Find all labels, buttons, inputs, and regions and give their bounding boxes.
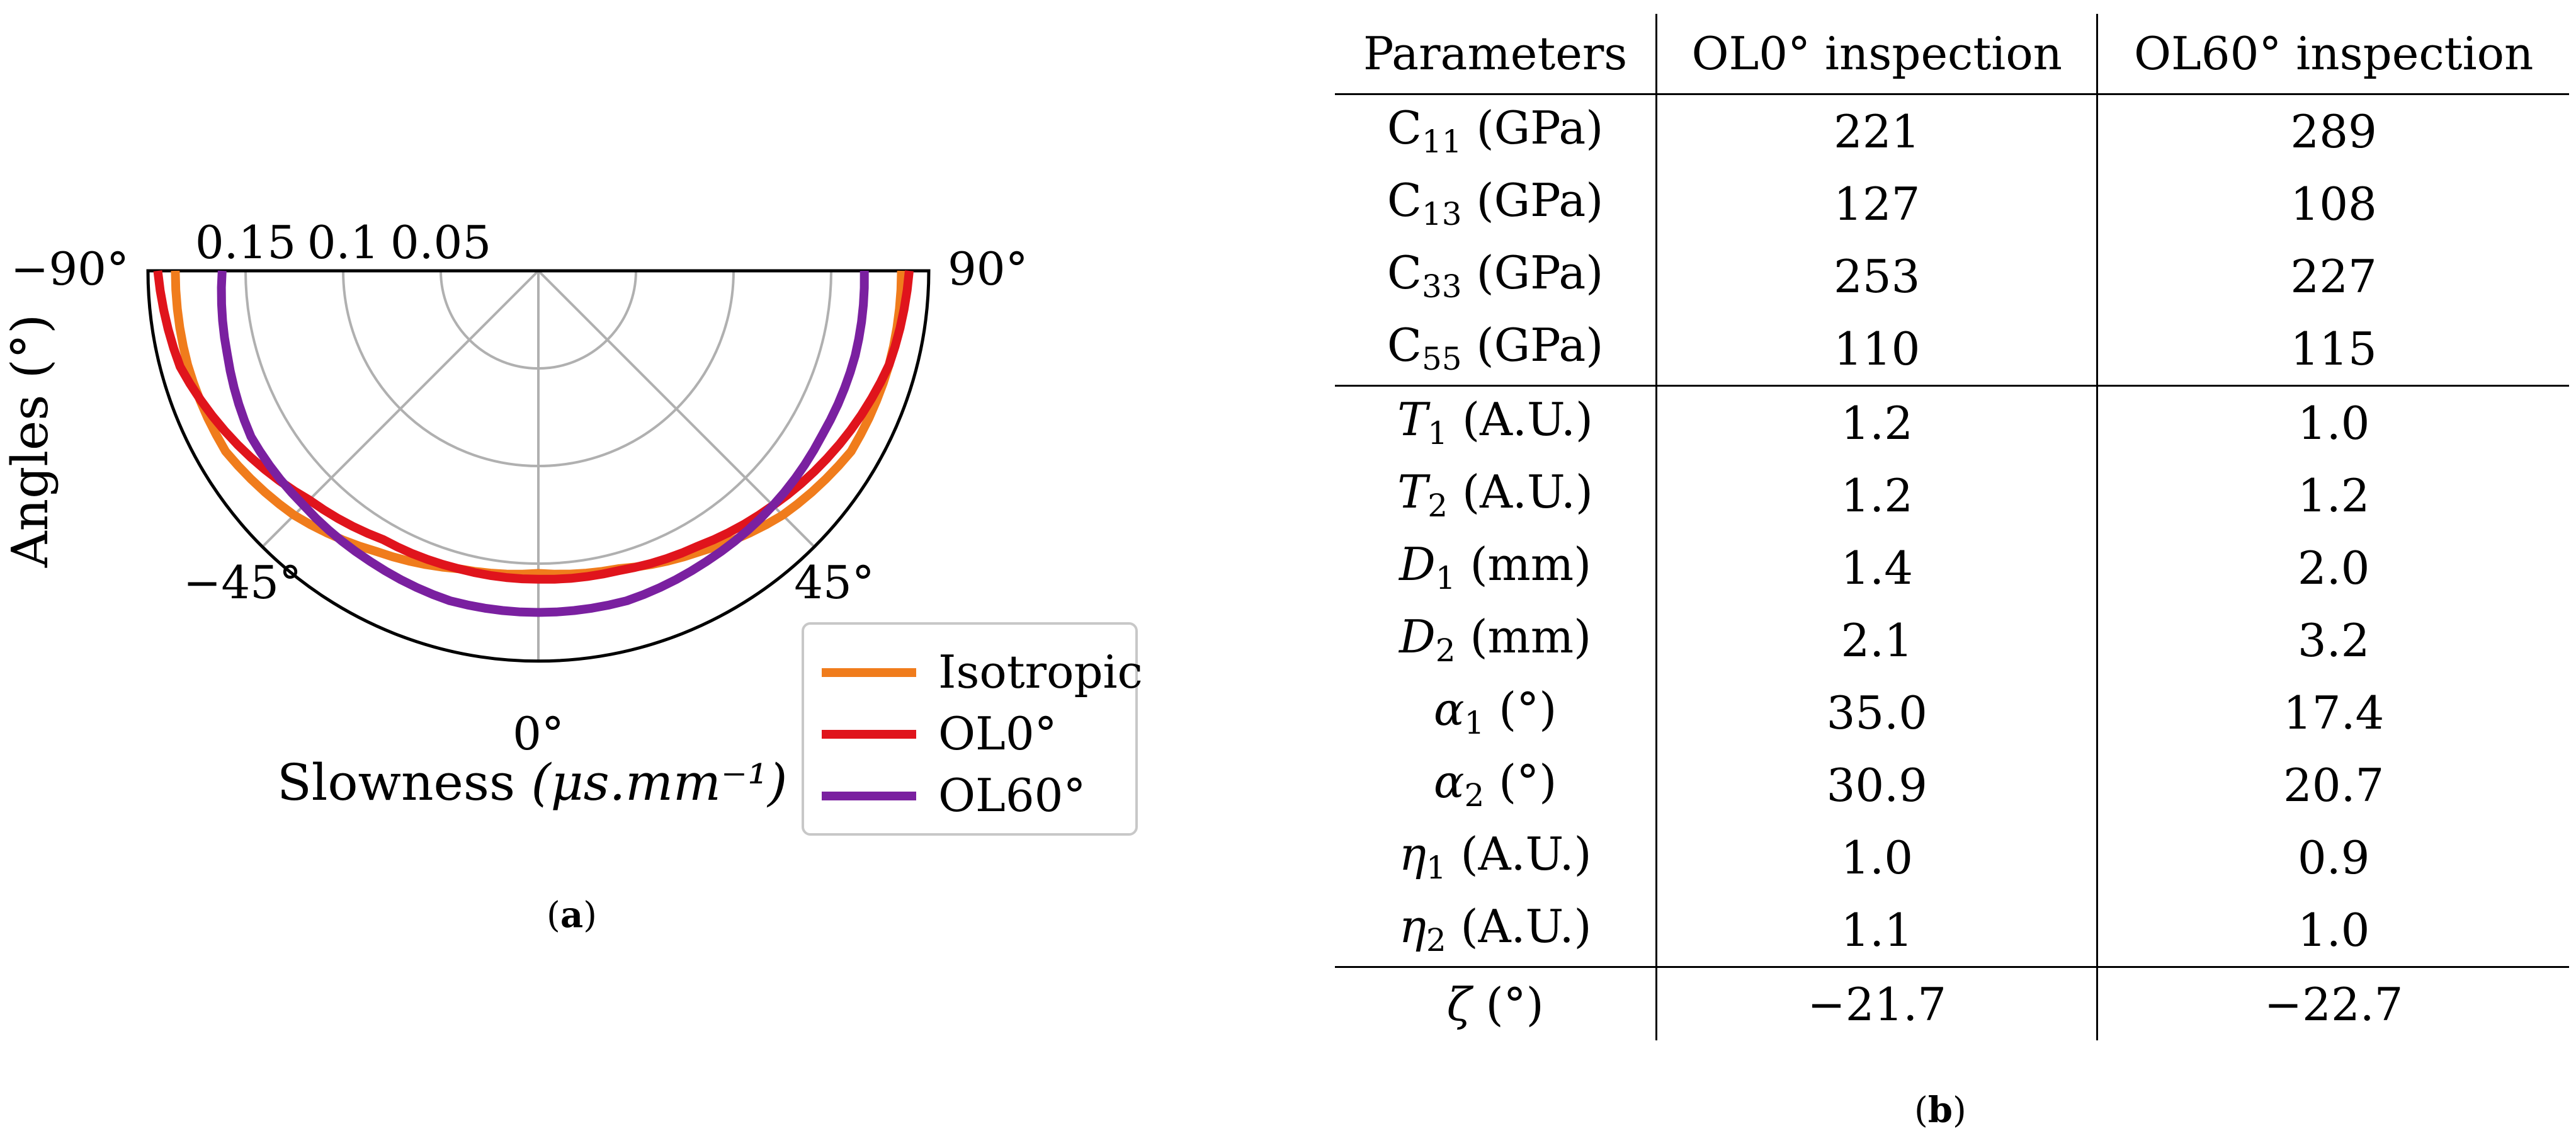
ol0-value-cell: 110 xyxy=(1655,312,2097,386)
angle-tick-label: −45° xyxy=(183,556,302,609)
ol60-value-cell: 108 xyxy=(2096,168,2569,240)
radial-tick-label: 0.15 xyxy=(195,216,296,269)
ol60-value-cell: 1.0 xyxy=(2096,894,2569,967)
legend-label: OL0° xyxy=(938,707,1057,760)
header-parameters: Parameters xyxy=(1335,14,1657,95)
radial-tick-label: 0.1 xyxy=(307,216,380,269)
polar-chart: −90° −45° 0° 45° 90° 0.050.10.15 Angles (°) Slo… xyxy=(1,216,1143,836)
ol0-value-cell: −21.7 xyxy=(1655,966,2097,1040)
ol60-value-cell: 2.0 xyxy=(2096,532,2569,604)
parameter-cell: D1 (mm) xyxy=(1399,538,1592,596)
caption-b: (b) xyxy=(1914,1089,1966,1131)
ol0-value-cell: 35.0 xyxy=(1655,676,2097,749)
ol0-value-cell: 2.1 xyxy=(1655,604,2097,676)
table-header-row: Parameters OL0° inspection OL60° inspect… xyxy=(1335,14,2569,95)
legend-label: OL60° xyxy=(938,769,1086,822)
ol0-value-cell: 1.2 xyxy=(1655,459,2097,532)
angular-grid-spoke xyxy=(537,270,815,548)
table-body: C11 (GPa) 221 289 C13 (GPa) 127 108 C33 (GPa) 2… xyxy=(1335,94,2569,1040)
table-row: α1 (°) 35.0 17.4 xyxy=(1335,676,2569,749)
angle-tick-label: 45° xyxy=(794,556,875,609)
table-row: α2 (°) 30.9 20.7 xyxy=(1335,749,2569,821)
table-row: C33 (GPa) 253 227 xyxy=(1335,240,2569,312)
table-row: η1 (A.U.) 1.0 0.9 xyxy=(1335,821,2569,894)
polar-frame xyxy=(146,269,931,663)
ol0-value-cell: 30.9 xyxy=(1655,749,2097,821)
parameter-cell: α1 (°) xyxy=(1433,683,1557,741)
legend-label: Isotropic xyxy=(938,645,1143,698)
parameters-table: Parameters OL0° inspection OL60° inspect… xyxy=(1335,14,2569,1040)
ol0-value-cell: 221 xyxy=(1655,94,2097,168)
ol60-value-cell: 1.0 xyxy=(2096,385,2569,459)
series-line-ol60 xyxy=(217,270,869,617)
table-row: η2 (A.U.) 1.1 1.0 xyxy=(1335,894,2569,967)
table-row: T1 (A.U.) 1.2 1.0 xyxy=(1335,385,2569,459)
angle-tick-label: −90° xyxy=(11,242,129,295)
header-ol60: OL60° inspection xyxy=(2096,14,2569,95)
angle-tick-label: 0° xyxy=(513,707,564,760)
table-row: C11 (GPa) 221 289 xyxy=(1335,94,2569,168)
table-row: C13 (GPa) 127 108 xyxy=(1335,168,2569,240)
series-line-ol0 xyxy=(153,270,914,584)
caption-a: (a) xyxy=(547,894,598,936)
ol60-value-cell: 227 xyxy=(2096,240,2569,312)
polar-chart-panel: −90° −45° 0° 45° 90° 0.05 0.1 0.15 Angles (°) Slo… xyxy=(0,0,1165,1143)
ol60-value-cell: 289 xyxy=(2096,94,2569,168)
header-ol0: OL0° inspection xyxy=(1655,14,2097,95)
table-row: D2 (mm) 2.1 3.2 xyxy=(1335,604,2569,676)
parameter-cell: C13 (GPa) xyxy=(1387,174,1604,232)
ol60-value-cell: 20.7 xyxy=(2096,749,2569,821)
y-axis-label: Angles (°) xyxy=(1,314,59,568)
ol0-value-cell: 253 xyxy=(1655,240,2097,312)
x-axis-label: Slowness (μs.mm⁻¹) xyxy=(277,753,787,812)
parameter-cell: ζ (°) xyxy=(1335,966,1657,1040)
table-row: C55 (GPa) 110 115 xyxy=(1335,312,2569,386)
parameter-cell: C33 (GPa) xyxy=(1387,246,1604,305)
ol0-value-cell: 127 xyxy=(1655,168,2097,240)
table-row: T2 (A.U.) 1.2 1.2 xyxy=(1335,459,2569,532)
ol0-value-cell: 1.1 xyxy=(1655,894,2097,967)
parameter-cell: η2 (A.U.) xyxy=(1399,900,1592,958)
ol60-value-cell: 3.2 xyxy=(2096,604,2569,676)
parameter-cell: C55 (GPa) xyxy=(1387,319,1604,377)
ol0-value-cell: 1.2 xyxy=(1655,385,2097,459)
parameter-cell: α2 (°) xyxy=(1433,755,1557,814)
ol60-value-cell: 17.4 xyxy=(2096,676,2569,749)
ol60-value-cell: −22.7 xyxy=(2096,966,2569,1040)
ol60-value-cell: 0.9 xyxy=(2096,821,2569,894)
ol0-value-cell: 1.0 xyxy=(1655,821,2097,894)
ol60-value-cell: 115 xyxy=(2096,312,2569,386)
ol60-value-cell: 1.2 xyxy=(2096,459,2569,532)
parameter-cell: η1 (A.U.) xyxy=(1399,827,1592,886)
parameter-cell: T2 (A.U.) xyxy=(1397,465,1593,524)
radial-tick-label: 0.05 xyxy=(390,216,491,269)
parameter-cell: D2 (mm) xyxy=(1399,610,1592,669)
angle-tick-label: 90° xyxy=(948,242,1028,295)
parameters-table-panel: Parameters OL0° inspection OL60° inspect… xyxy=(1310,0,2569,1143)
table-row: ζ (°) −21.7 −22.7 xyxy=(1335,966,2569,1040)
ol0-value-cell: 1.4 xyxy=(1655,532,2097,604)
table-row: D1 (mm) 1.4 2.0 xyxy=(1335,532,2569,604)
parameter-cell: C11 (GPa) xyxy=(1387,101,1604,160)
series-line-isotropic xyxy=(171,270,906,579)
parameter-cell: T1 (A.U.) xyxy=(1335,385,1657,459)
